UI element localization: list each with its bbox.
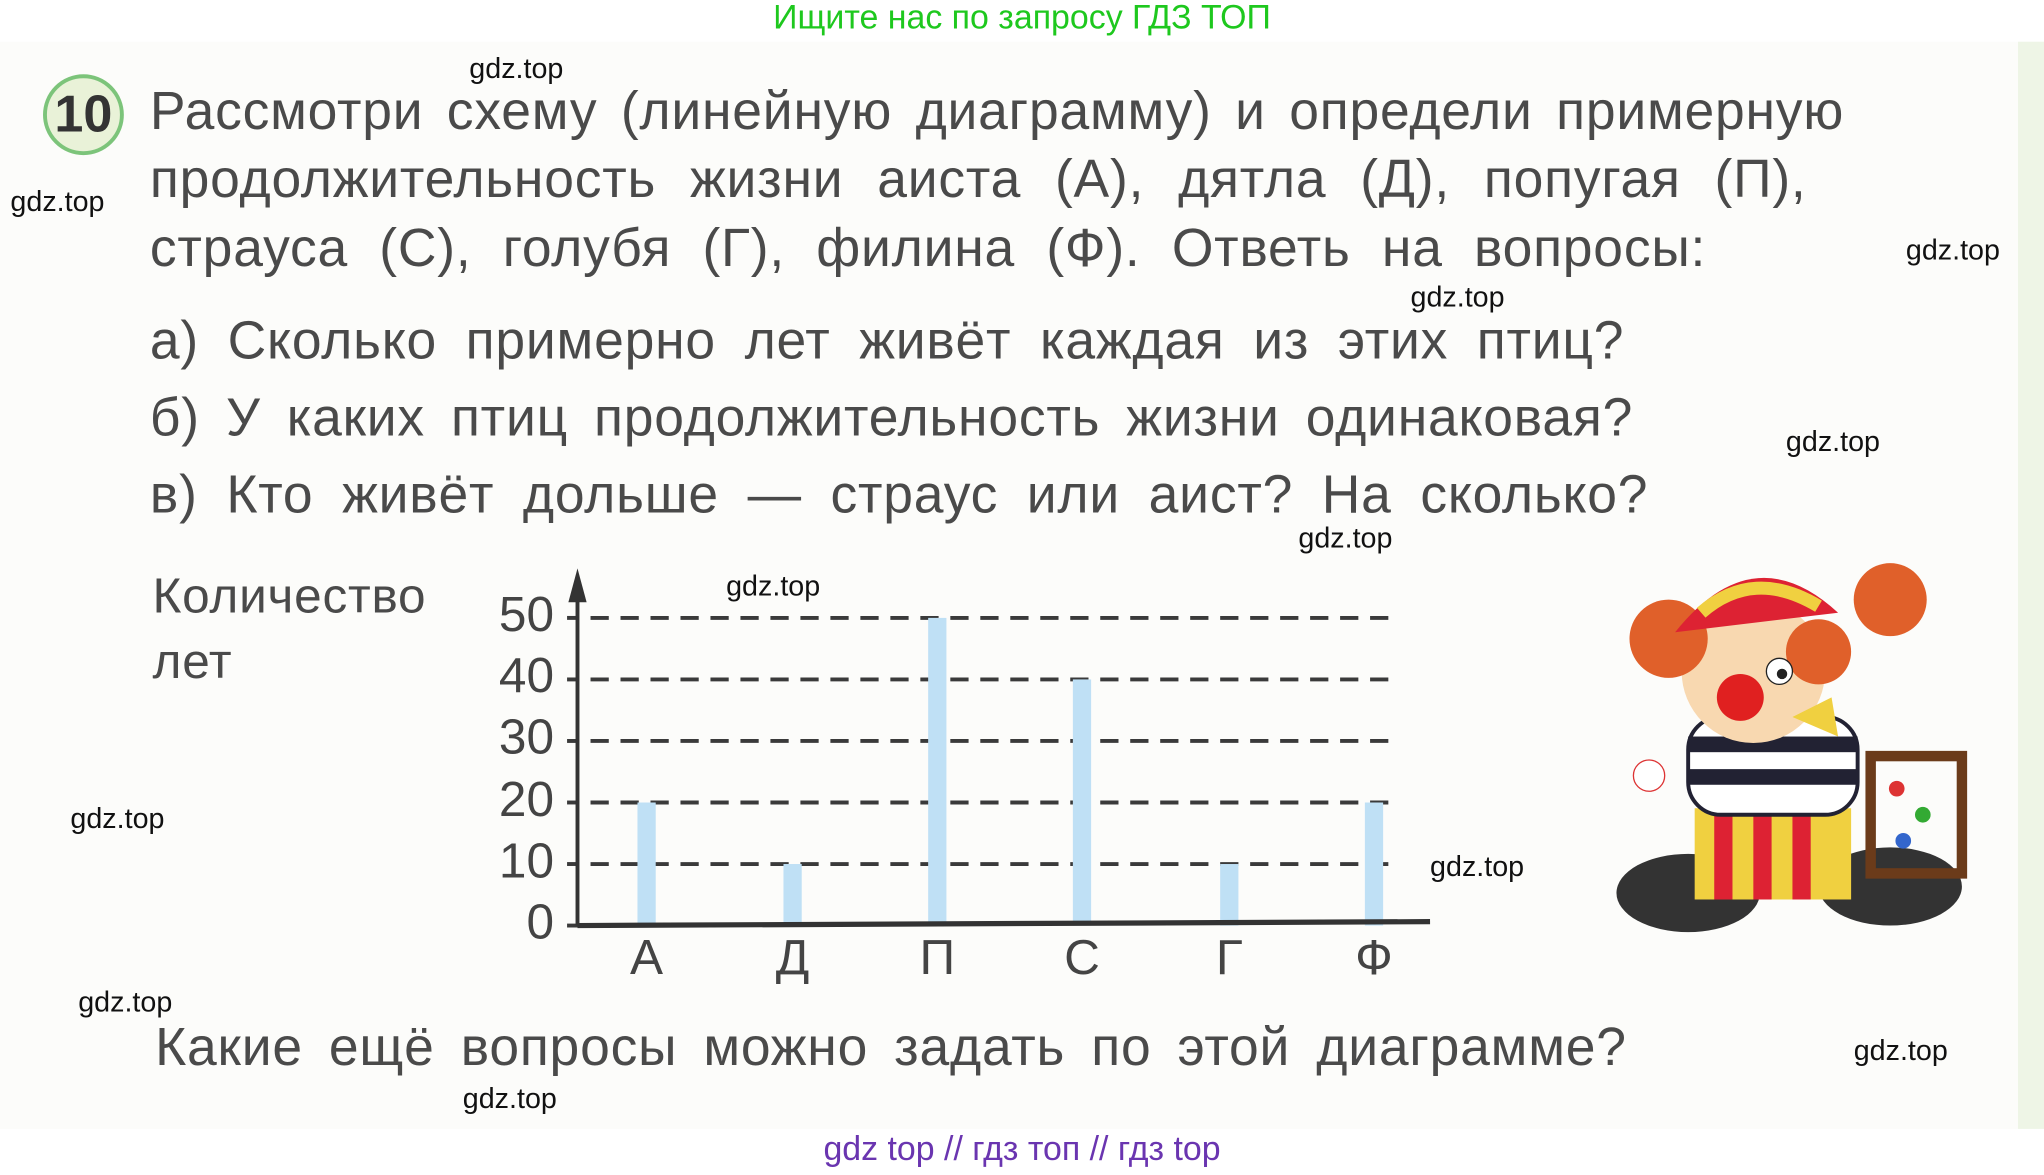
watermark: gdz.top	[70, 801, 165, 835]
watermark: gdz.top	[1785, 424, 1881, 458]
bar-Д	[783, 864, 802, 926]
y-tick-label: 40	[498, 649, 555, 705]
bar-Ф	[1364, 802, 1384, 926]
page-edge	[2017, 41, 2044, 1129]
watermark: gdz.top	[1430, 849, 1525, 883]
task-line-2: продолжительность жизни аиста (А), дятла…	[149, 148, 1807, 209]
question-a: а) Сколько примерно лет живёт каждая из …	[149, 310, 1625, 371]
y-tick-label: 30	[498, 710, 555, 766]
y-axis-label-2: лет	[152, 634, 233, 690]
watermark: gdz.top	[78, 985, 173, 1019]
textbook-page	[0, 41, 2018, 1129]
x-tick-label: П	[919, 930, 956, 986]
x-tick-label: А	[630, 930, 664, 986]
y-axis-arrow	[568, 568, 587, 603]
task-number-badge: 10	[43, 74, 124, 156]
watermark: gdz.top	[726, 569, 821, 603]
question-b: б) У каких птиц продолжительность жизни …	[149, 387, 1634, 448]
task-line-1: Рассмотри схему (линейную диаграмму) и о…	[149, 80, 1845, 141]
y-tick-label: 50	[498, 587, 555, 643]
x-axis	[577, 919, 1431, 929]
clown-illustration	[1616, 563, 1968, 933]
final-question: Какие ещё вопросы можно задать по этой д…	[155, 1016, 1627, 1077]
x-tick-label: Г	[1215, 930, 1243, 986]
watermark: gdz.top	[10, 185, 105, 218]
question-c: в) Кто живёт дольше — страус или аист? Н…	[149, 464, 1649, 525]
banner-text: Ищите нас по запросу ГДЗ ТОП	[773, 0, 1271, 37]
watermark: gdz.top	[1905, 233, 2000, 266]
x-tick-label: Д	[775, 930, 810, 986]
bar-П	[928, 617, 947, 926]
watermark: gdz.top	[1853, 1033, 1948, 1067]
y-tick-label: 10	[498, 834, 555, 889]
y-tick-label: 20	[498, 772, 555, 828]
footer-text: gdz top // гдз топ // гдз top	[823, 1128, 1221, 1169]
x-tick-label: С	[1064, 930, 1100, 986]
bar-Г	[1220, 864, 1239, 926]
y-tick-label: 0	[526, 895, 555, 951]
bar-С	[1072, 679, 1092, 926]
task-line-3: страуса (С), голубя (Г), филина (Ф). Отв…	[149, 217, 1707, 278]
y-axis-label-1: Количество	[152, 569, 427, 625]
x-tick-label: Ф	[1355, 930, 1393, 986]
watermark: gdz.top	[1298, 521, 1393, 555]
bar-А	[637, 802, 656, 926]
watermark: gdz.top	[1410, 280, 1505, 313]
watermark: gdz.top	[462, 1081, 557, 1115]
watermark: gdz.top	[469, 52, 564, 85]
